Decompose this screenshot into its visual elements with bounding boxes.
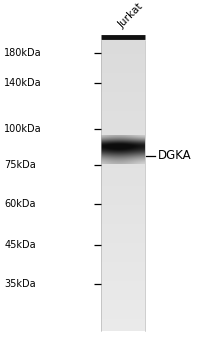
- Text: 75kDa: 75kDa: [4, 160, 36, 170]
- Text: Jurkat: Jurkat: [116, 1, 145, 30]
- Text: 35kDa: 35kDa: [4, 279, 36, 289]
- Text: 45kDa: 45kDa: [4, 240, 36, 250]
- Text: DGKA: DGKA: [158, 149, 192, 162]
- Text: 180kDa: 180kDa: [4, 48, 42, 57]
- Text: 100kDa: 100kDa: [4, 124, 42, 134]
- Text: 140kDa: 140kDa: [4, 78, 42, 88]
- Text: 60kDa: 60kDa: [4, 199, 36, 209]
